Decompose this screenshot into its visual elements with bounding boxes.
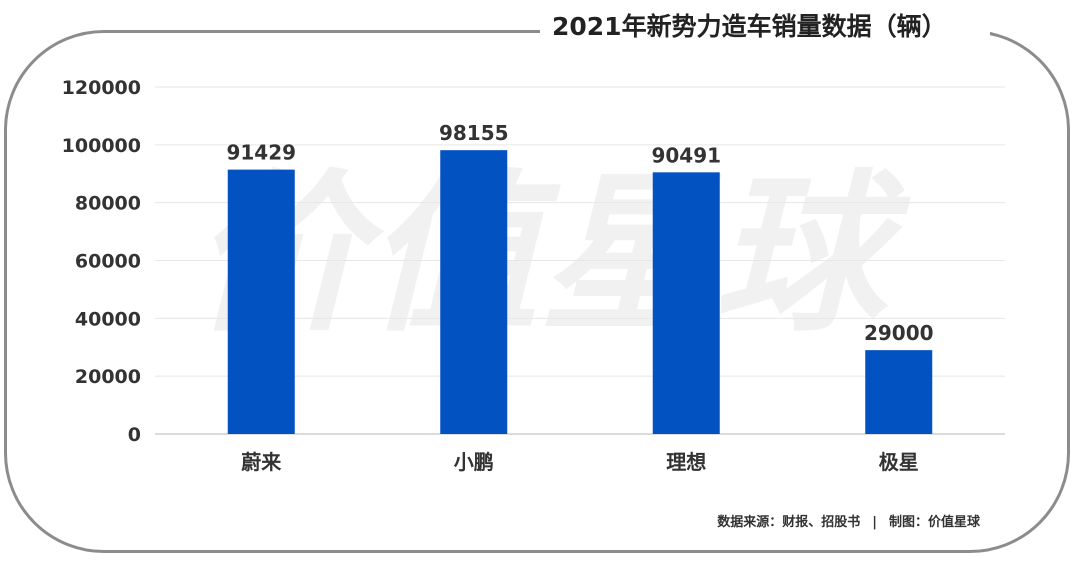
rounded-frame bbox=[4, 30, 1070, 553]
y-tick-label: 60000 bbox=[75, 251, 141, 273]
y-axis-tick-labels: 0 20000 40000 60000 80000 100000 120000 bbox=[62, 77, 141, 446]
bar-0 bbox=[227, 169, 295, 435]
bar-value-label: 91429 bbox=[226, 141, 296, 165]
bar-1 bbox=[440, 150, 508, 434]
gridlines bbox=[155, 86, 1005, 435]
footer-credits: 数据来源：财报、招股书 | 制图：价值星球 bbox=[640, 511, 980, 530]
y-tick-label: 40000 bbox=[75, 308, 141, 330]
bar-value-labels: 91429 98155 90491 29000 bbox=[226, 121, 933, 345]
bar-value-label: 29000 bbox=[864, 321, 934, 345]
made-by-text: 制图：价值星球 bbox=[888, 515, 980, 530]
y-tick-label: 80000 bbox=[75, 193, 141, 215]
bar-value-label: 98155 bbox=[439, 121, 509, 145]
y-tick-label: 0 bbox=[128, 424, 141, 446]
bars bbox=[227, 150, 933, 435]
x-tick-label: 理想 bbox=[666, 450, 706, 474]
y-tick-label: 120000 bbox=[62, 77, 141, 99]
bar-2 bbox=[652, 172, 720, 434]
chart-title: 2021年新势力造车销量数据（辆） bbox=[552, 12, 947, 41]
bar-3 bbox=[865, 350, 933, 434]
title-background bbox=[540, 8, 990, 46]
bar-value-label: 90491 bbox=[651, 143, 721, 167]
footer-separator: | bbox=[872, 515, 877, 530]
x-tick-label: 极星 bbox=[879, 450, 919, 474]
x-axis-tick-labels: 蔚来 小鹏 理想 极星 bbox=[241, 450, 919, 474]
y-tick-label: 20000 bbox=[75, 366, 141, 388]
x-tick-label: 小鹏 bbox=[454, 450, 494, 474]
y-tick-label: 100000 bbox=[62, 135, 141, 157]
x-tick-label: 蔚来 bbox=[241, 450, 282, 474]
source-text: 数据来源：财报、招股书 bbox=[717, 515, 861, 530]
